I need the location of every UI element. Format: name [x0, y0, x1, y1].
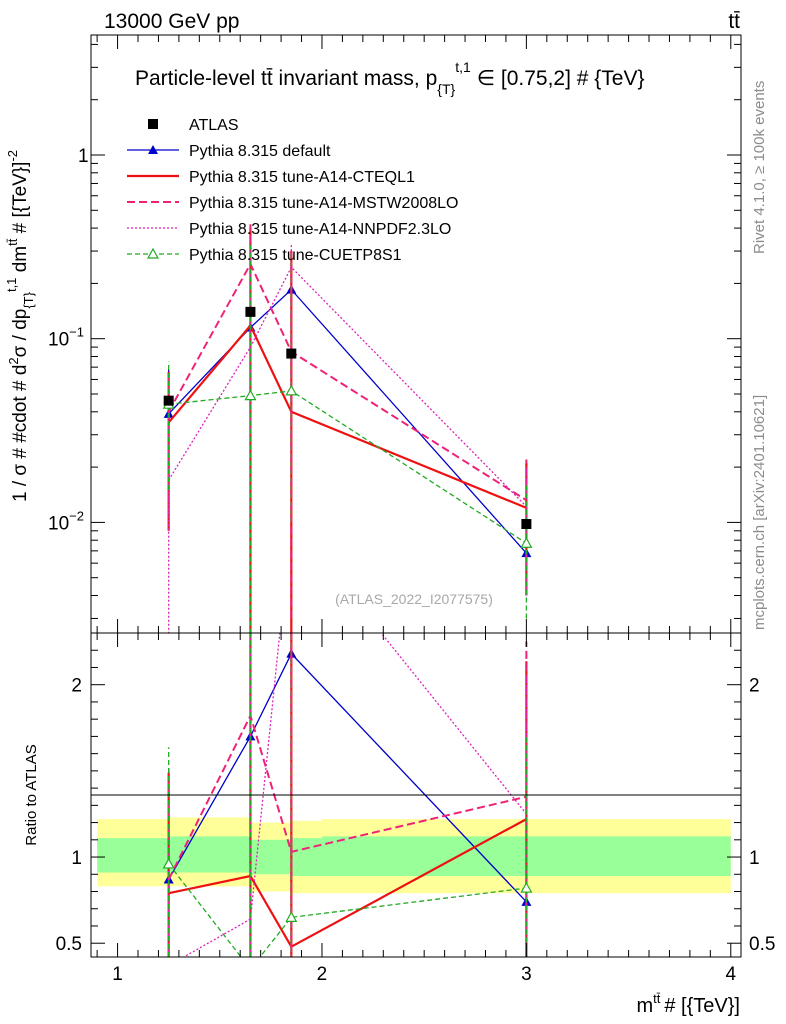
- ratio-series-line: [182, 633, 527, 957]
- band-inner-segment: [97, 838, 169, 873]
- x-axis-label: mtt̄ # [{TeV}]: [636, 991, 740, 1017]
- band-inner-segment: [291, 838, 322, 876]
- ratio-series-4: [162, 633, 533, 973]
- marker-triangle-open: [285, 384, 298, 396]
- band-inner-segment: [526, 836, 731, 876]
- header-right: tt̄: [728, 10, 740, 33]
- atlas-data-point: [163, 395, 174, 406]
- marker-triangle-open: [146, 247, 160, 259]
- analysis-watermark: (ATLAS_2022_I2077575): [335, 591, 493, 607]
- x-tick-label: 4: [725, 964, 736, 985]
- series-line: [168, 266, 527, 507]
- legend-entry: Pythia 8.315 tune-A14-NNPDF2.3LO: [127, 221, 451, 238]
- series-1: [167, 228, 528, 633]
- ratio-tick-label-left: 0.5: [56, 934, 82, 955]
- y-axis-label: 1 / σ # #cdot # d2σ / dp{T}t,1 dmtt̄ # […: [4, 150, 36, 502]
- legend-entry: Pythia 8.315 tune-CUETP8S1: [127, 247, 402, 264]
- marker-triangle-open: [520, 881, 533, 893]
- series-line: [168, 288, 527, 554]
- marker-triangle-open: [285, 911, 298, 922]
- mcplots-label: mcplots.cern.ch [arXiv:2401.10621]: [751, 395, 768, 630]
- x-tick-label: 2: [317, 964, 328, 985]
- ratio-series-1: [167, 633, 528, 957]
- ratio-tick-label-left: 1: [71, 848, 82, 869]
- series-0: [163, 238, 532, 633]
- ratio-tick-label-right: 2: [749, 676, 760, 697]
- ratio-tick-label-right: 1: [749, 848, 760, 869]
- legend-label: Pythia 8.315 default: [189, 143, 331, 160]
- series-3: [168, 243, 528, 633]
- y-tick-label: 10−2: [48, 508, 84, 534]
- legend-label: Pythia 8.315 tune-CUETP8S1: [189, 247, 402, 264]
- atlas-data-point: [286, 348, 297, 359]
- header-left: 13000 GeV pp: [104, 10, 239, 33]
- x-tick-label: 3: [521, 964, 532, 985]
- marker-triangle-open: [162, 857, 175, 869]
- legend-entry: Pythia 8.315 default: [127, 143, 331, 160]
- legend-swatch: [148, 119, 158, 129]
- atlas-data-point: [245, 306, 256, 317]
- legend-label: Pythia 8.315 tune-A14-CTEQL1: [189, 169, 415, 186]
- series-line: [168, 390, 527, 544]
- ratio-uncertainty-band: [97, 817, 731, 894]
- ratio-series-3: [168, 633, 528, 957]
- plot-title: Particle-level tt̄ invariant mass, p{T}t…: [135, 59, 645, 97]
- marker-triangle-open: [245, 964, 255, 973]
- main-plot-area: [162, 224, 533, 633]
- axis-ticks: 1 2 3 4 1 10−1 10−2 0.5 0.5 1 1 2 2: [48, 35, 775, 985]
- series-4: [162, 243, 533, 633]
- series-line: [167, 323, 527, 509]
- atlas-data-point: [521, 519, 532, 530]
- ratio-plot-area: [162, 633, 533, 973]
- legend: ATLAS Pythia 8.315 default Pythia 8.315 tu…: [127, 117, 458, 264]
- legend-entry: ATLAS: [148, 117, 239, 134]
- ratio-series-line: [167, 713, 527, 880]
- legend-label: Pythia 8.315 tune-A14-NNPDF2.3LO: [189, 221, 451, 238]
- marker-triangle-open: [520, 537, 533, 548]
- series-2: [167, 224, 528, 619]
- atlas-data: [163, 306, 532, 530]
- y-tick-label: 1: [78, 146, 89, 167]
- rivet-version-label: Rivet 4.1.0, ≥ 100k events: [751, 81, 768, 254]
- band-inner-segment: [321, 836, 527, 876]
- ratio-series-line: [168, 863, 527, 957]
- legend-entry: Pythia 8.315 tune-A14-MSTW2008LO: [127, 195, 458, 212]
- x-tick-label: 1: [112, 964, 123, 985]
- y-tick-label: 10−1: [48, 325, 84, 351]
- legend-label: Pythia 8.315 tune-A14-MSTW2008LO: [189, 195, 458, 212]
- ratio-axis-label: Ratio to ATLAS: [23, 744, 40, 845]
- ratio-tick-label-right: 0.5: [749, 934, 775, 955]
- marker-triangle-open: [244, 389, 257, 401]
- ratio-tick-label-left: 2: [71, 676, 82, 697]
- marker-triangle: [148, 145, 158, 154]
- ratio-series-line: [168, 818, 527, 949]
- series-line: [167, 261, 527, 502]
- ratio-series-line: [168, 652, 527, 903]
- legend-label: ATLAS: [189, 117, 239, 134]
- legend-entry: Pythia 8.315 tune-A14-CTEQL1: [127, 169, 415, 186]
